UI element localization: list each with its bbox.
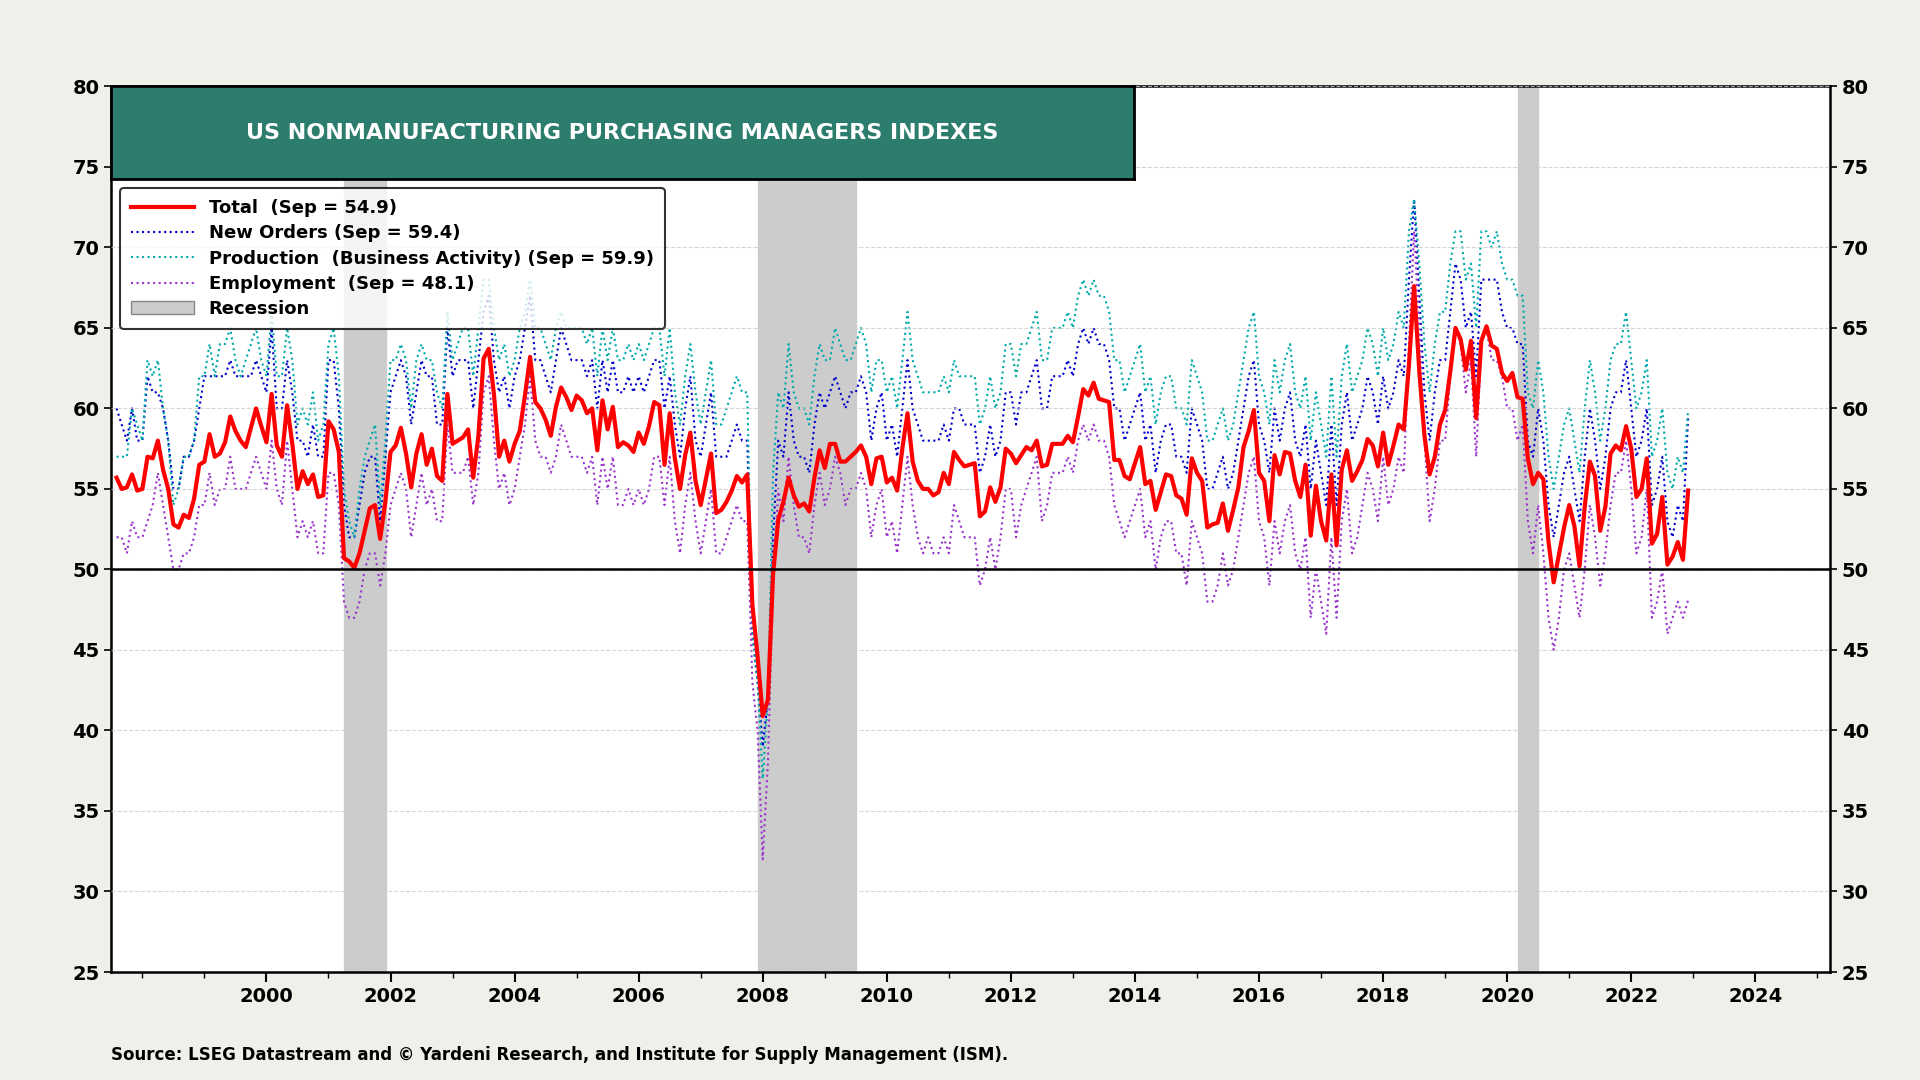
Bar [1517,86,1538,972]
Bar [344,86,386,972]
Legend: Total  (Sep = 54.9), New Orders (Sep = 59.4), Production  (Business Activity) (S: Total (Sep = 54.9), New Orders (Sep = 59… [121,188,664,329]
Bar [758,86,856,972]
Text: Source: LSEG Datastream and © Yardeni Research, and Institute for Supply Managem: Source: LSEG Datastream and © Yardeni Re… [111,1045,1008,1064]
